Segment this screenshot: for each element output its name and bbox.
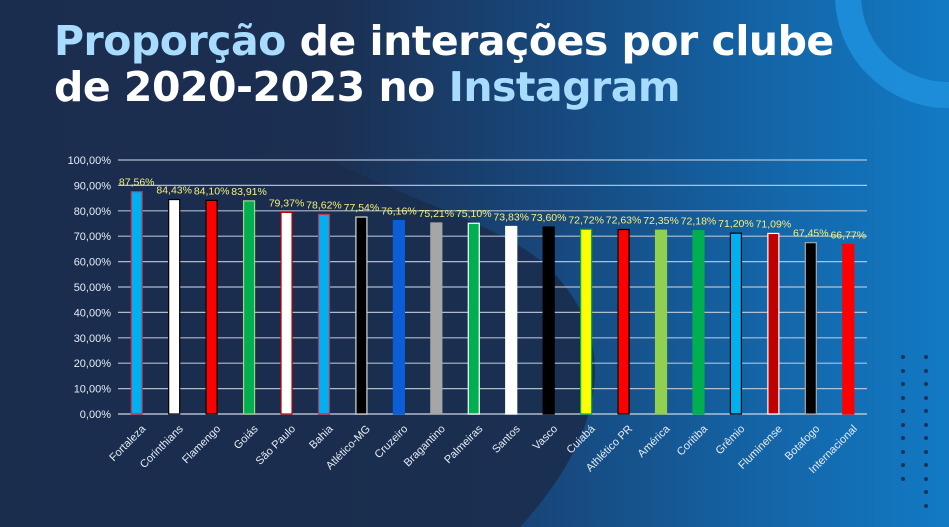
y-tick-label: 40,00% [74, 307, 112, 319]
x-tick-label: São Paulo [254, 423, 298, 467]
decorative-dot [924, 476, 928, 481]
decorative-dot [924, 503, 928, 508]
data-label: 84,10% [194, 185, 230, 197]
decorative-dot [901, 422, 905, 427]
bar-fluminense [767, 232, 780, 415]
data-label: 72,35% [643, 215, 679, 227]
y-tick-label: 60,00% [74, 257, 112, 269]
decorative-dot [901, 409, 905, 413]
y-axis-ticks: 0,00% 10,00% 20,00% 30,00% 40,00% 50,00% 60,00… [68, 155, 112, 421]
data-label: 77,54% [344, 202, 380, 214]
bar-internacional [842, 243, 855, 415]
bar-botafogo [804, 242, 817, 415]
data-label: 79,37% [269, 197, 305, 209]
data-labels: 87,56%84,43% 84,10% 83,91%79,37% 78,62% 77,5… [119, 177, 866, 242]
bar-gr-mio [729, 232, 743, 415]
y-tick-label: 0,00% [80, 409, 111, 421]
decorative-dot [901, 463, 905, 467]
decorative-dot [924, 368, 928, 373]
x-tick-label: Coritiba [675, 422, 711, 458]
data-label: 73,60% [531, 212, 567, 224]
data-label: 75,10% [456, 208, 492, 220]
decorative-dot [901, 449, 905, 454]
y-tick-label: 10,00% [74, 384, 112, 396]
y-tick-label: 70,00% [74, 231, 112, 243]
y-tick-label: 30,00% [74, 333, 112, 345]
x-tick-label: América [636, 422, 674, 460]
x-tick-label: Bahia [307, 422, 336, 451]
bar-cruzeiro [392, 219, 405, 415]
decorative-dot [924, 355, 928, 359]
bar-bahia [317, 213, 331, 415]
data-label: 71,09% [756, 218, 792, 230]
data-label: 83,91% [231, 186, 267, 198]
x-tick-label: Grêmio [714, 423, 748, 457]
bar-santos [505, 225, 518, 415]
bar-am-rica [654, 229, 668, 415]
bar-palmeiras [467, 222, 480, 415]
data-label: 76,16% [381, 206, 417, 218]
decorative-dot [901, 436, 905, 440]
data-label: 72,72% [568, 214, 604, 226]
data-label: 73,83% [493, 211, 529, 223]
page-title: Proporção de interações por clube de 202… [54, 18, 834, 110]
decorative-dot [924, 449, 928, 454]
y-tick-label: 80,00% [74, 206, 112, 218]
y-tick-label: 20,00% [74, 358, 112, 370]
title-line2-start: de 2020-2023 no [54, 63, 449, 111]
x-tick-label: Palmeiras [442, 423, 485, 466]
x-tick-label: Cuiabá [565, 422, 599, 456]
data-label: 71,20% [718, 218, 754, 230]
bar-corinthians [168, 198, 181, 415]
decorative-dot [924, 490, 928, 494]
x-tick-label: Santos [490, 423, 523, 456]
gridlines [118, 159, 867, 415]
y-tick-label: 100,00% [68, 155, 112, 167]
data-label: 66,77% [830, 229, 866, 241]
decorative-dot [901, 476, 905, 481]
y-tick-label: 50,00% [74, 282, 112, 294]
decorative-dot [901, 382, 905, 386]
decorative-dot [924, 436, 928, 440]
bar-vasco [542, 226, 555, 415]
bar-cuiab- [580, 228, 593, 415]
decorative-dot [924, 463, 928, 467]
data-label: 75,21% [419, 208, 455, 220]
data-label: 67,45% [793, 228, 829, 240]
bar-coritiba [692, 230, 705, 415]
x-tick-label: Cruzeiro [373, 423, 411, 461]
bar-atl-tico-mg [355, 216, 368, 415]
decorative-dots [895, 355, 935, 515]
data-label: 72,63% [606, 215, 642, 227]
decorative-dot [924, 382, 928, 386]
bar-bragantino [430, 222, 443, 415]
decorative-dot [924, 409, 928, 413]
data-label: 84,43% [156, 185, 192, 197]
bar-flamengo [205, 199, 218, 415]
decorative-dot [901, 368, 905, 373]
bar-s-o-paulo [280, 211, 293, 415]
decorative-dot [924, 422, 928, 427]
bars [130, 190, 855, 415]
decorative-dot [901, 395, 905, 400]
bar-fortaleza [130, 190, 143, 415]
title-line1-rest: de interações por clube [285, 17, 835, 65]
data-label: 87,56% [119, 177, 155, 189]
title-highlight-proporcao: Proporção [54, 17, 286, 65]
bar-athl-tico-pr [617, 228, 630, 415]
title-highlight-instagram: Instagram [448, 63, 681, 111]
decorative-dot [901, 355, 905, 359]
x-tick-label: Vasco [531, 423, 561, 453]
data-label: 72,18% [681, 216, 717, 228]
bar-goi-s [242, 200, 256, 415]
data-label: 78,62% [306, 199, 342, 211]
x-tick-label: Goiás [232, 423, 261, 452]
decorative-dot [924, 395, 928, 400]
y-tick-label: 90,00% [74, 180, 112, 192]
x-tick-label: Flamengo [180, 423, 223, 466]
